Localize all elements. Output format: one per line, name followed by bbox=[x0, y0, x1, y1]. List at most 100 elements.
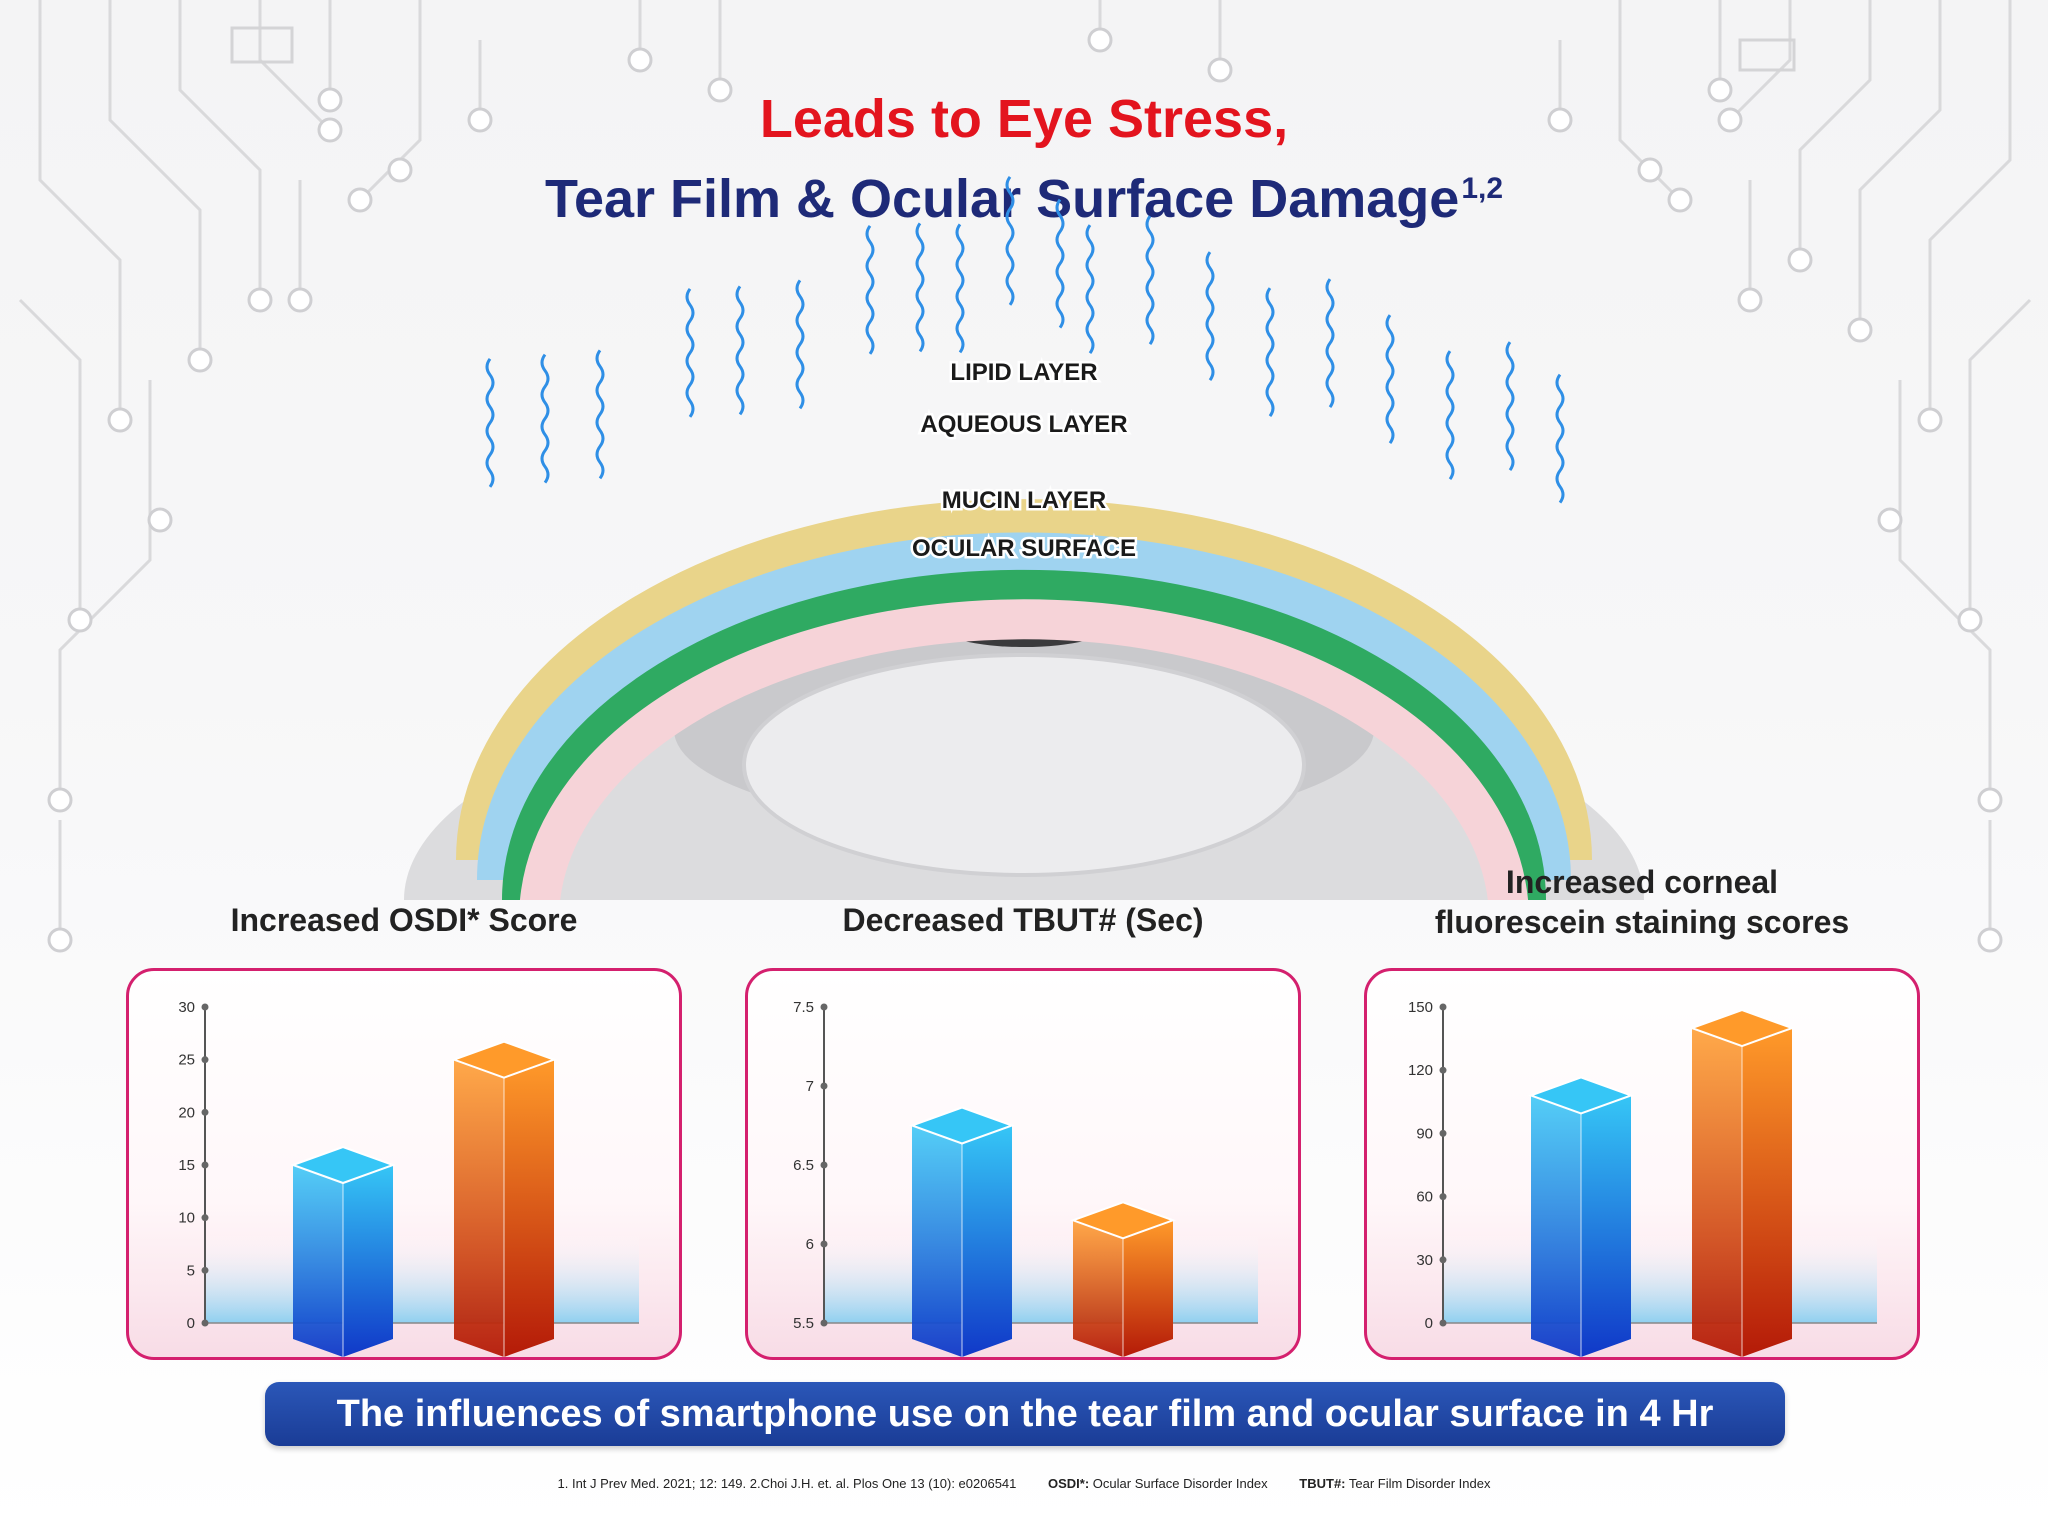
y-tick-marker bbox=[1439, 1193, 1447, 1201]
bar bbox=[1070, 1201, 1176, 1357]
circuit-node bbox=[1707, 77, 1733, 103]
circuit-node bbox=[1847, 317, 1873, 343]
y-tick-label: 0 bbox=[1425, 1315, 1433, 1332]
y-tick-label: 6.5 bbox=[793, 1157, 814, 1174]
bar-face-right bbox=[1742, 1028, 1792, 1357]
bar-face-right bbox=[1581, 1095, 1631, 1357]
chart-title-tbut-line: Decreased TBUT# (Sec) bbox=[842, 902, 1204, 938]
osdi-def-text: Ocular Surface Disorder Index bbox=[1089, 1476, 1268, 1491]
y-tick-marker bbox=[820, 1003, 828, 1011]
headline-superscript: 1,2 bbox=[1461, 172, 1504, 205]
y-tick-marker bbox=[201, 1108, 209, 1116]
wave-line bbox=[1265, 287, 1275, 417]
circuit-node bbox=[1877, 507, 1903, 533]
chart-staining-svg: 0 30 60 90 120 150 bbox=[1408, 999, 1877, 1357]
ocular-surface-band bbox=[520, 599, 1528, 900]
wave-line bbox=[955, 223, 965, 354]
headline-line1: Leads to Eye Stress, bbox=[759, 89, 1289, 149]
summary-banner: The influences of smartphone use on the … bbox=[265, 1382, 1785, 1446]
circuit-node bbox=[317, 87, 343, 113]
bar bbox=[290, 1145, 396, 1357]
layer-label: MUCIN LAYER bbox=[942, 487, 1106, 514]
bar-face-left bbox=[912, 1125, 962, 1357]
circuit-node bbox=[67, 607, 93, 633]
headline-line2-text: Tear Film & Ocular Surface Damage bbox=[544, 169, 1460, 229]
circuit-node bbox=[387, 157, 413, 183]
tbut-definition: TBUT#: Tear Film Disorder Index bbox=[1299, 1476, 1490, 1491]
wave-line bbox=[595, 349, 605, 480]
circuit-node bbox=[1977, 927, 2003, 953]
circuit-node bbox=[347, 187, 373, 213]
circuit-node bbox=[1917, 407, 1943, 433]
osdi-definition: OSDI*: Ocular Surface Disorder Index bbox=[1048, 1476, 1268, 1491]
y-tick-label: 90 bbox=[1416, 1125, 1433, 1142]
circuit-node bbox=[627, 47, 653, 73]
circuit-node bbox=[107, 407, 133, 433]
circuit-trace bbox=[1618, 0, 1682, 202]
lens bbox=[742, 653, 1306, 877]
circuit-node bbox=[1207, 57, 1233, 83]
y-tick-marker bbox=[201, 1214, 209, 1222]
wave-line bbox=[1385, 314, 1395, 444]
chart-staining: 0 30 60 90 120 150 bbox=[1364, 968, 1920, 1360]
y-tick-label: 30 bbox=[178, 999, 195, 1016]
references: 1. Int J Prev Med. 2021; 12: 149. 2.Choi… bbox=[0, 1476, 2048, 1491]
wave-line bbox=[485, 358, 495, 488]
mucin-layer-band bbox=[502, 569, 1546, 900]
bar bbox=[1689, 1009, 1795, 1357]
wave-line bbox=[1055, 198, 1065, 329]
bar-top bbox=[909, 1106, 1015, 1145]
wave-line bbox=[1005, 176, 1015, 306]
y-tick-label: 15 bbox=[178, 1157, 195, 1174]
bar-top bbox=[451, 1040, 557, 1079]
y-tick-marker bbox=[820, 1161, 828, 1169]
circuit-trace bbox=[1898, 380, 1992, 800]
circuit-node bbox=[1547, 107, 1573, 133]
lipid-layer-band bbox=[456, 499, 1592, 861]
wave-line bbox=[685, 288, 695, 418]
chart-title-staining-line1: Increased corneal bbox=[1505, 864, 1779, 900]
wave-line bbox=[1555, 373, 1565, 504]
wave-line bbox=[1205, 251, 1215, 381]
circuit-node bbox=[1957, 607, 1983, 633]
circuit-trace bbox=[108, 0, 202, 360]
bar bbox=[451, 1040, 557, 1357]
circuit-node bbox=[47, 787, 73, 813]
headline-line2: Tear Film & Ocular Surface Damage1,2 bbox=[0, 168, 2048, 230]
wave-line bbox=[1145, 215, 1155, 345]
layer-label: LIPID LAYER bbox=[950, 359, 1097, 386]
circuit-node bbox=[1717, 107, 1743, 133]
bar-face-left bbox=[1692, 1028, 1742, 1357]
wave-line bbox=[1445, 350, 1455, 480]
bar-top bbox=[1689, 1009, 1795, 1048]
chart-floor-glow bbox=[205, 1233, 639, 1323]
circuit-trace bbox=[38, 0, 122, 420]
bar bbox=[909, 1106, 1015, 1357]
y-tick-label: 6 bbox=[806, 1236, 814, 1253]
chart-title-staining-line2: fluorescein staining scores bbox=[1434, 904, 1850, 940]
circuit-trace bbox=[1968, 298, 2032, 620]
y-tick-marker bbox=[1439, 1319, 1447, 1327]
layer-label: AQUEOUS LAYER bbox=[920, 411, 1127, 438]
y-tick-label: 7 bbox=[806, 1078, 814, 1095]
y-tick-marker bbox=[201, 1056, 209, 1064]
circuit-node bbox=[467, 107, 493, 133]
y-tick-label: 5.5 bbox=[793, 1315, 814, 1332]
wave-line bbox=[795, 279, 805, 410]
chart-osdi-svg: 0 5 10 15 20 25 30 bbox=[178, 999, 639, 1357]
wave-line bbox=[1085, 224, 1095, 354]
wave-line bbox=[1325, 278, 1335, 408]
y-tick-label: 10 bbox=[178, 1210, 195, 1227]
chart-title-tbut: Decreased TBUT# (Sec) bbox=[745, 900, 1301, 940]
y-tick-marker bbox=[201, 1266, 209, 1274]
bar bbox=[1528, 1076, 1634, 1357]
circuit-node bbox=[247, 287, 273, 313]
y-tick-marker bbox=[820, 1240, 828, 1248]
chart-title-osdi-line: Increased OSDI* Score bbox=[230, 902, 578, 938]
wave-line bbox=[735, 285, 745, 416]
chip-icon bbox=[1738, 38, 1796, 72]
wave-line bbox=[865, 225, 875, 355]
circuit-node bbox=[147, 507, 173, 533]
circuit-node bbox=[187, 347, 213, 373]
circuit-trace bbox=[1798, 0, 1872, 260]
